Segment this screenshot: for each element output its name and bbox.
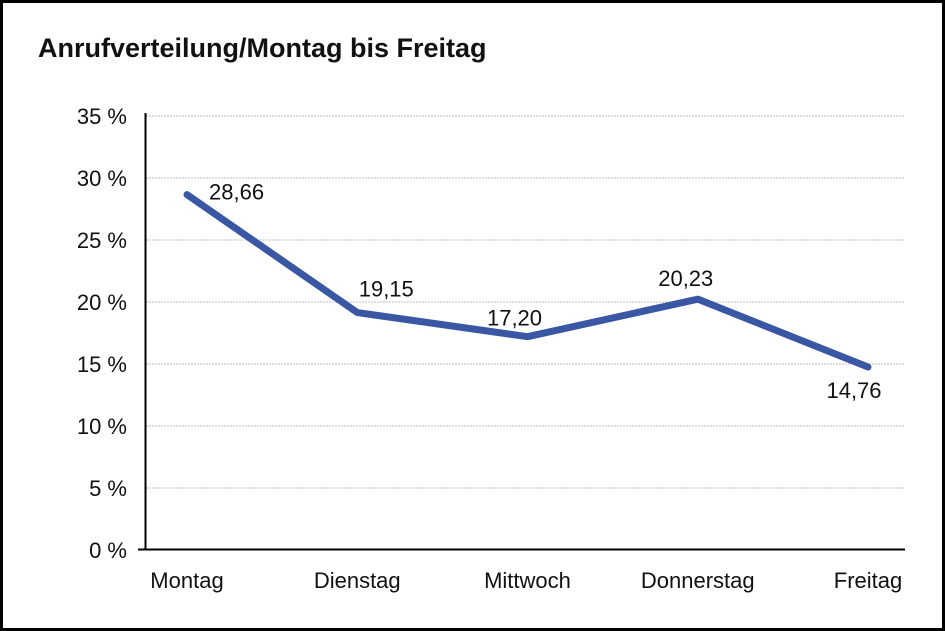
y-tick-label: 0 % — [89, 538, 127, 563]
x-category-label: Mittwoch — [484, 568, 571, 593]
data-point-label: 28,66 — [209, 180, 264, 205]
series-line — [183, 191, 872, 371]
data-point-label: 19,15 — [359, 277, 414, 302]
x-category-label: Montag — [150, 568, 223, 593]
y-tick-label: 15 % — [77, 352, 127, 377]
chart-title: Anrufverteilung/Montag bis Freitag — [38, 33, 487, 63]
x-category-label: Donnerstag — [641, 568, 755, 593]
x-category-label: Dienstag — [314, 568, 401, 593]
y-tick-label: 30 % — [77, 166, 127, 191]
y-tick-label: 10 % — [77, 414, 127, 439]
data-point-label: 14,76 — [826, 378, 881, 403]
data-point-label: 17,20 — [487, 306, 542, 331]
y-tick-label: 20 % — [77, 290, 127, 315]
y-tick-label: 35 % — [77, 104, 127, 129]
data-point-label: 20,23 — [658, 266, 713, 291]
x-category-label: Freitag — [834, 568, 902, 593]
y-tick-label: 25 % — [77, 228, 127, 253]
y-tick-label: 5 % — [89, 476, 127, 501]
